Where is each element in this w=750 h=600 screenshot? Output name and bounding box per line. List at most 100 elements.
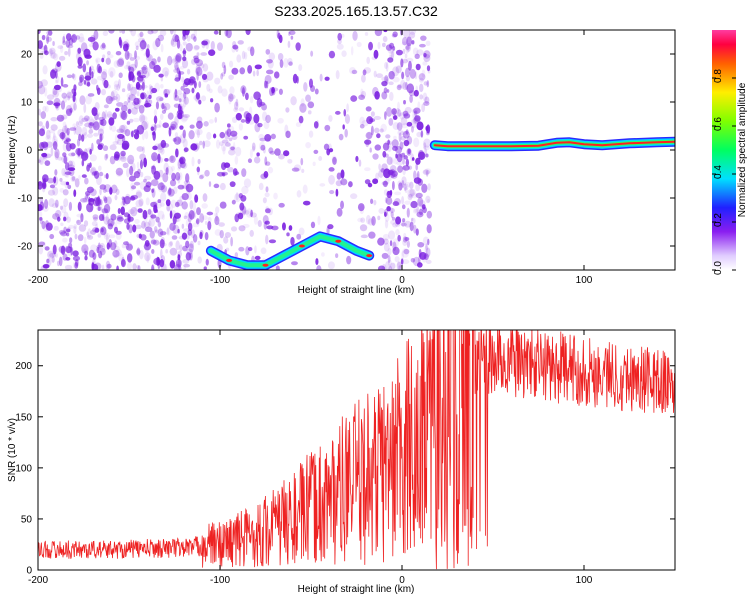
heatmap-speck: [348, 181, 353, 188]
heatmap-speck: [116, 171, 123, 177]
heatmap-speck: [135, 45, 139, 51]
heatmap-speck: [142, 103, 147, 109]
heatmap-speck: [231, 116, 238, 123]
heatmap-speck: [168, 89, 172, 94]
heatmap-speck: [117, 207, 121, 215]
heatmap-speck: [130, 130, 134, 138]
heatmap-speck: [366, 131, 373, 140]
heatmap-speck: [413, 89, 419, 97]
heatmap-speck: [186, 68, 191, 75]
heatmap-speck: [191, 210, 197, 219]
heatmap-speck: [230, 236, 233, 247]
heatmap-speck: [215, 139, 221, 149]
heatmap-speck: [67, 95, 71, 101]
heatmap-speck: [76, 219, 82, 226]
heatmap-speck: [259, 101, 266, 106]
heatmap-speck: [364, 179, 371, 185]
heatmap-speck: [154, 143, 161, 151]
heatmap-speck: [51, 203, 59, 208]
heatmap-speck: [132, 224, 137, 233]
heatmap-speck: [143, 120, 150, 130]
heatmap-speck: [173, 103, 181, 108]
heatmap-speck: [62, 142, 69, 152]
heatmap-speck: [265, 206, 270, 212]
heatmap-speck: [66, 216, 71, 223]
heatmap-speck: [72, 93, 76, 103]
heatmap-speck: [133, 55, 141, 61]
heatmap-speck: [46, 36, 52, 42]
heatmap-speck: [370, 198, 374, 205]
heatmap-speck: [193, 57, 200, 64]
heatmap-speck: [381, 91, 388, 100]
heatmap-speck: [143, 178, 147, 183]
heatmap-speck: [98, 171, 104, 177]
heatmap-speck: [86, 202, 94, 213]
heatmap-speck: [92, 41, 99, 51]
heatmap-speck: [384, 197, 388, 204]
heatmap-speck: [89, 162, 92, 168]
heatmap-speck: [388, 118, 394, 126]
heatmap-speck: [256, 152, 260, 157]
heatmap-speck: [423, 145, 430, 151]
heatmap-speck: [170, 123, 176, 130]
heatmap-speck: [99, 200, 103, 211]
heatmap-speck: [139, 39, 147, 50]
heatmap-speck: [108, 234, 116, 239]
heatmap-speck: [144, 130, 149, 140]
heatmap-speck: [350, 95, 358, 102]
heatmap-speck: [424, 168, 432, 175]
heatmap-speck: [126, 100, 134, 110]
heatmap-speck: [143, 175, 152, 181]
heatmap-speck: [68, 160, 73, 167]
heatmap-speck: [405, 158, 410, 167]
heatmap-speck: [59, 188, 65, 193]
heatmap-speck: [136, 90, 140, 97]
heatmap-speck: [39, 53, 44, 59]
heatmap-speck: [396, 84, 402, 91]
heatmap-speck: [169, 222, 176, 231]
heatmap-speck: [110, 89, 118, 97]
heatmap-speck: [47, 189, 56, 196]
heatmap-speck: [162, 122, 169, 129]
heatmap-speck: [68, 201, 73, 212]
heatmap-speck: [130, 185, 137, 190]
ridge-band: [208, 234, 372, 268]
heatmap-speck: [77, 201, 82, 212]
heatmap-speck: [133, 102, 141, 110]
colorbar: 0.0 0.2 0.4 0.6 0.8 Normalized spectral ampl…: [712, 30, 748, 275]
heatmap-speck: [173, 186, 178, 195]
heatmap-speck: [90, 188, 97, 197]
heatmap-speck: [130, 206, 138, 217]
heatmap-speck: [183, 92, 187, 99]
heatmap-speck: [154, 225, 158, 233]
heatmap-speck: [157, 153, 161, 164]
heatmap-speck: [411, 125, 414, 133]
heatmap-speck: [42, 264, 50, 269]
heatmap-speck: [384, 62, 388, 70]
heatmap-speck: [168, 127, 172, 137]
heatmap-speck: [127, 83, 131, 92]
heatmap-speck: [426, 80, 430, 88]
heatmap-speck: [389, 48, 395, 59]
heatmap-speck: [151, 87, 158, 94]
heatmap-speck: [382, 180, 388, 188]
heatmap-speck: [86, 81, 91, 87]
heatmap-speck: [44, 105, 49, 113]
heatmap-speck: [175, 240, 180, 251]
heatmap-speck: [359, 123, 365, 129]
heatmap-speck: [55, 79, 58, 84]
heatmap-speck: [80, 150, 85, 156]
heatmap-speck: [243, 51, 248, 60]
heatmap-speck: [46, 34, 50, 44]
heatmap-speck: [389, 54, 392, 60]
heatmap-speck: [245, 30, 251, 36]
heatmap-speck: [301, 168, 305, 174]
heatmap-speck: [381, 263, 387, 270]
heatmap-speck: [377, 215, 381, 221]
heatmap-speck: [401, 196, 405, 205]
heatmap-speck: [163, 89, 168, 96]
heatmap-speck: [132, 100, 137, 106]
heatmap-speck: [202, 63, 209, 72]
heatmap-speck: [110, 125, 117, 132]
heatmap-speck: [285, 130, 291, 139]
